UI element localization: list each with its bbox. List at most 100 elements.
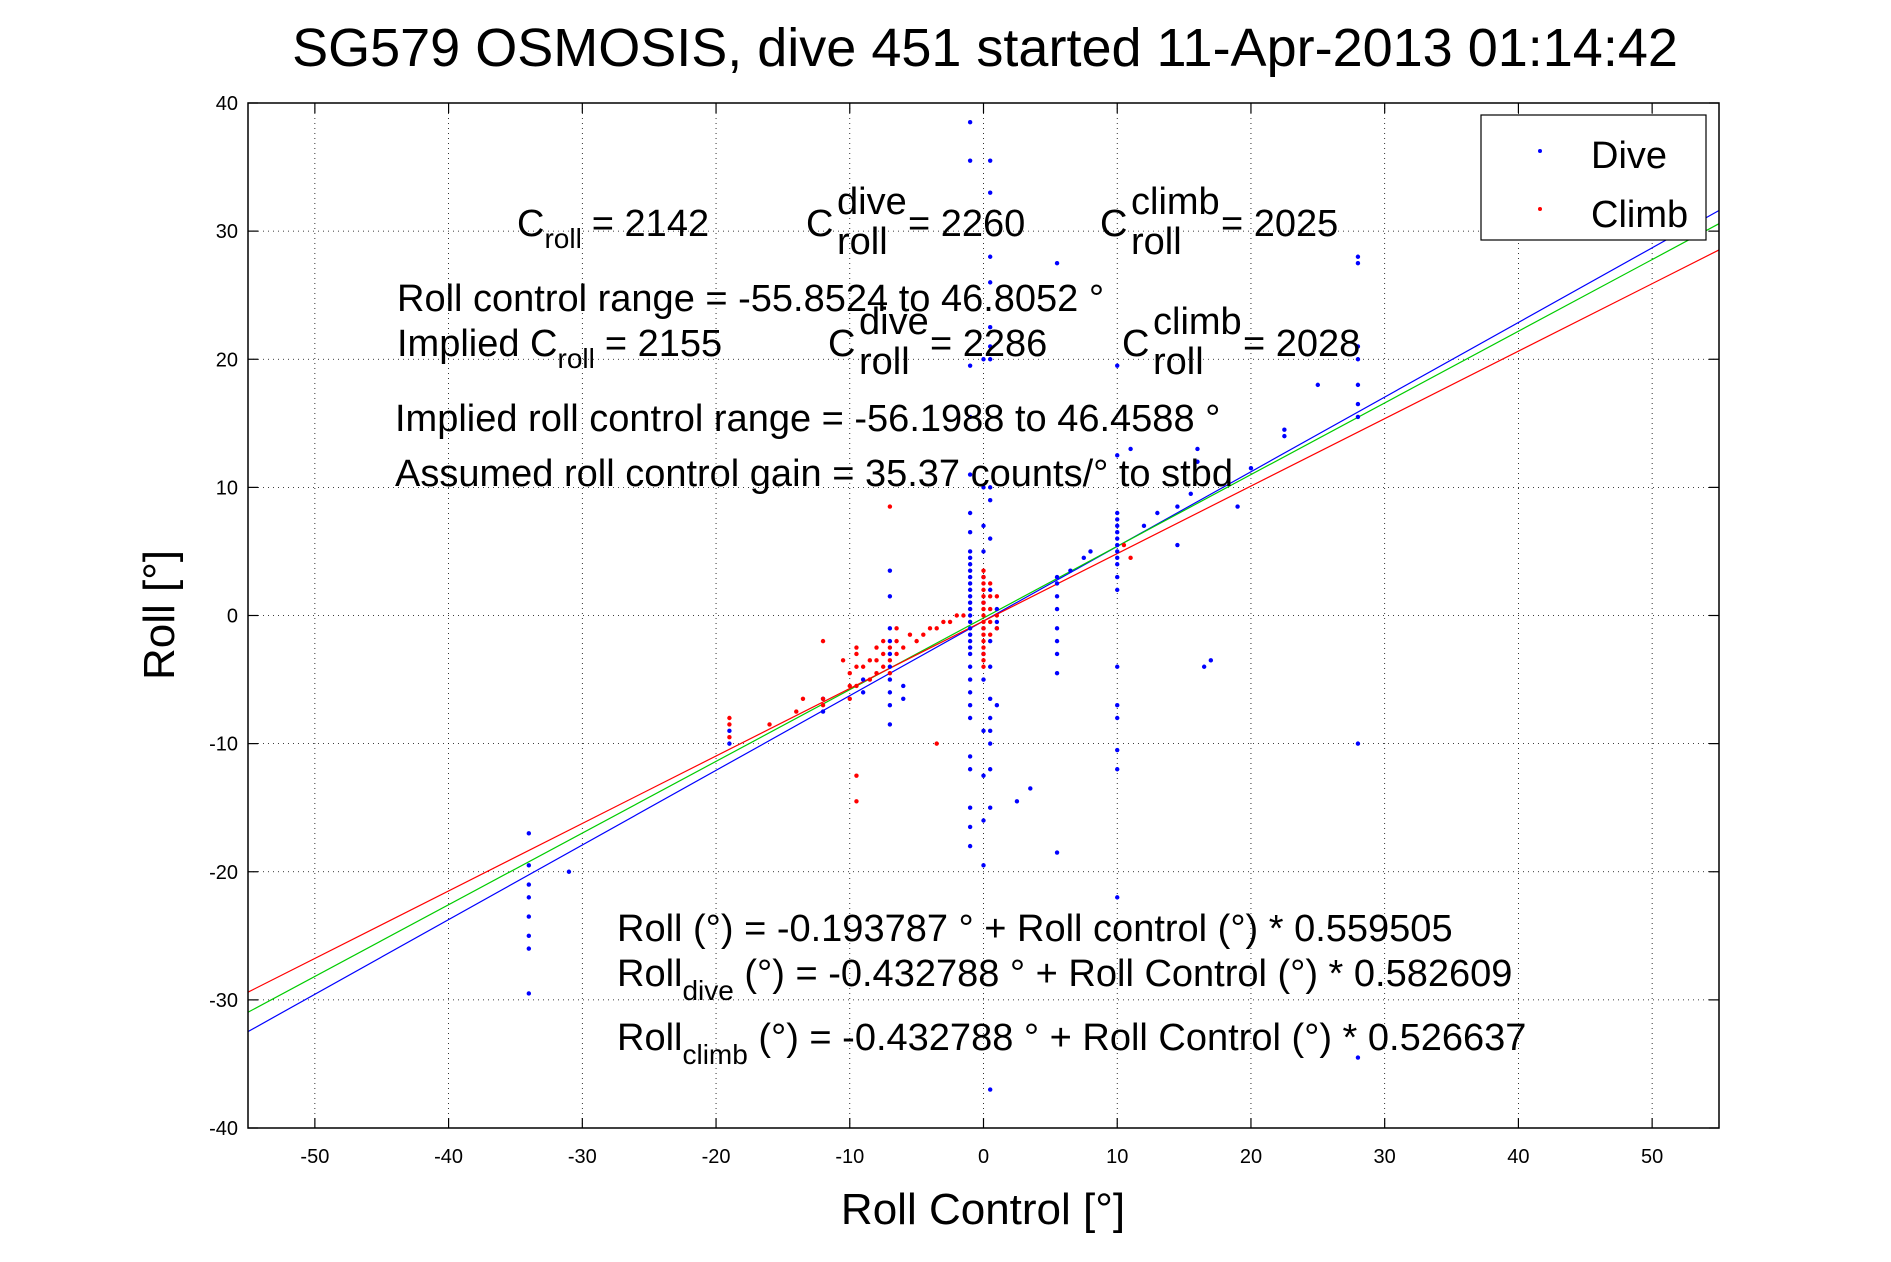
implied-c-roll-dive-annotation: C [828,323,855,365]
dive-point [1054,626,1060,631]
dive-point [1115,363,1120,368]
dive-point [1115,453,1120,458]
dive-point [566,869,572,874]
dive-point [967,530,973,535]
climb-point [987,594,993,599]
climb-point [981,638,986,644]
dive-point [981,485,986,490]
dive-point [1054,850,1060,855]
dive-point [887,702,893,708]
dive-point [727,741,732,746]
dive-point [1355,414,1361,420]
dive-point [1115,549,1120,554]
dive-point [1282,427,1287,432]
y-tick-label: 20 [216,349,238,371]
x-tick-label: -30 [568,1146,597,1168]
climb-point [881,664,886,669]
dive-point [526,946,532,951]
dive-point [1054,581,1060,586]
dive-point [967,549,973,554]
climb-point [921,632,926,637]
climb-point [961,613,966,618]
dive-point [967,619,973,625]
dive-point [1115,530,1120,535]
dive-point [901,683,906,689]
c-roll-dive-sup: dive [837,181,907,223]
dive-point [901,696,906,701]
dive-point [1054,260,1060,266]
dive-point [887,594,893,599]
dive-point [967,158,973,163]
dive-point [987,767,993,772]
dive-point [1115,542,1120,548]
dive-point [994,619,1000,625]
climb-point [947,619,953,625]
climb-point [887,645,893,650]
dive-point [967,574,973,580]
dive-point [1175,542,1180,548]
dive-point [967,568,973,573]
climb-point [907,632,913,637]
c-roll-climb-value: = 2025 [1221,203,1338,245]
climb-point [981,619,986,625]
dive-point [1175,504,1180,509]
y-tick-label: -10 [209,734,238,756]
y-axis-label: Roll [°] [135,550,184,680]
climb-point [934,741,939,746]
dive-point [1355,382,1361,388]
equation-all: Roll (°) = -0.193787 ° + Roll control (°… [617,908,1453,950]
x-tick-label: -40 [434,1146,463,1168]
dive-point [526,933,532,939]
climb-point [981,632,986,637]
climb-point [847,696,852,701]
climb-point [847,670,852,676]
dive-point [1088,549,1093,554]
y-tick-label: -40 [209,1118,238,1140]
implied-c-roll-climb-value: = 2028 [1243,323,1360,365]
dive-point [1115,517,1120,522]
dive-point [1115,510,1120,516]
dive-point [987,158,993,163]
climb-point [854,799,859,804]
fit-line [247,223,1720,1013]
dive-point [1054,594,1060,599]
dive-point [526,863,532,868]
legend-dive-marker [1538,149,1542,153]
dive-point [981,677,986,682]
x-tick-label: -20 [702,1146,731,1168]
climb-point [901,645,906,650]
dive-point [1235,504,1240,509]
dive-point [967,562,973,567]
dive-point [1201,664,1207,669]
data-points [526,120,1361,1092]
dive-point [981,818,986,823]
c-roll-annotation: Croll = 2142 [517,203,709,254]
x-tick-label: 50 [1641,1146,1663,1168]
dive-point [967,594,973,599]
climb-point [820,702,826,708]
climb-point [934,626,939,631]
dive-point [987,638,993,644]
climb-point [867,677,873,682]
dive-point [967,677,973,682]
dive-point [1355,254,1361,259]
dive-point [967,715,973,721]
climb-point [987,619,993,625]
dive-point [987,696,993,701]
climb-point [927,626,933,631]
climb-point [854,645,859,650]
dive-point [987,280,993,285]
x-tick-label: 20 [1240,1146,1262,1168]
dive-point [1208,658,1214,663]
x-tick-label: -10 [835,1146,864,1168]
dive-point [820,709,826,714]
climb-point [727,722,732,727]
climb-point [981,587,986,593]
climb-point [767,722,772,727]
dive-point [1128,446,1133,452]
dive-point [887,722,893,727]
dive-point [981,523,986,529]
dive-point [887,568,893,573]
x-tick-label: 30 [1374,1146,1396,1168]
climb-point [874,645,879,650]
